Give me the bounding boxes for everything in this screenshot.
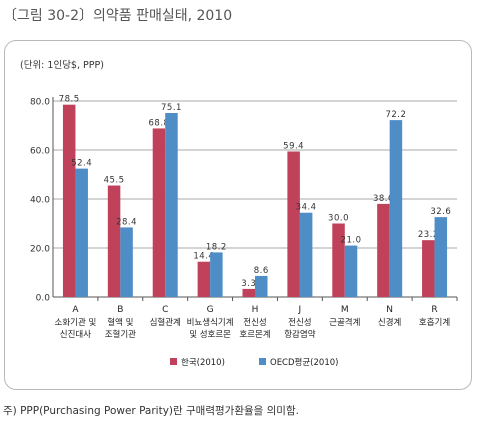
bar-korea — [62, 104, 76, 297]
x-category-label: 및 성호르몬 — [189, 329, 231, 340]
data-label: 78.5 — [59, 95, 80, 105]
bar-oecd — [389, 120, 403, 297]
bar-oecd — [434, 217, 448, 297]
bar-korea — [332, 223, 345, 297]
bar-korea — [242, 288, 255, 297]
data-label: 45.5 — [104, 176, 125, 186]
chart-panel: (단위: 1인당$, PPP) 0.0 20.0 40.0 60.0 80.0 78.5 5… — [4, 40, 472, 390]
figure-title: 〔그림 30-2〕의약품 판매실태, 2010 — [3, 8, 233, 24]
y-tick-label: 20.0 — [30, 245, 50, 255]
data-label: 21.0 — [341, 236, 362, 246]
bar-oecd — [210, 252, 223, 297]
bar-korea — [422, 240, 435, 297]
data-label: 14.4 — [193, 252, 214, 262]
bar-oecd — [120, 227, 133, 297]
bar-korea — [107, 185, 121, 297]
bar-chart: (단위: 1인당$, PPP) 0.0 20.0 40.0 60.0 80.0 78.5 5… — [20, 59, 458, 368]
y-tick-label: 60.0 — [30, 147, 50, 157]
data-label: 72.2 — [385, 110, 406, 120]
data-label: 8.6 — [254, 266, 269, 276]
legend-label: 한국(2010) — [181, 358, 225, 368]
data-label: 23.2 — [418, 230, 439, 240]
data-label: 59.4 — [283, 141, 304, 151]
data-label: 28.4 — [116, 217, 137, 227]
x-category-code: H — [252, 305, 259, 315]
x-category-label: 심혈관계 — [150, 317, 181, 328]
x-category-label: 호흡기계 — [419, 317, 450, 328]
x-category-label: 소화기관 및 — [55, 317, 97, 328]
bar-korea — [152, 128, 166, 297]
x-category-label: 근골격계 — [329, 317, 360, 328]
x-category-code: G — [207, 305, 214, 315]
x-category-code: B — [117, 305, 123, 315]
data-label: 3.3 — [241, 279, 256, 289]
bar-korea — [377, 203, 390, 297]
bar-oecd — [255, 275, 268, 297]
bar-korea — [197, 261, 211, 297]
x-category-label: 혈액 및 — [107, 317, 133, 328]
x-category-label: 조혈기관 — [105, 329, 136, 340]
bar-oecd — [299, 212, 313, 297]
bar-oecd — [344, 245, 358, 297]
data-label: 34.4 — [296, 203, 317, 213]
bar-oecd — [75, 168, 88, 297]
y-tick-label: 0.0 — [36, 294, 51, 304]
x-category-code: R — [431, 305, 437, 315]
data-label: 32.6 — [430, 207, 451, 217]
x-category-label: 신진대사 — [60, 329, 91, 340]
data-label: 18.2 — [206, 242, 227, 252]
x-category-code: A — [72, 305, 79, 315]
legend-label: OECD평균(2010) — [270, 357, 338, 368]
data-label: 68.8 — [149, 118, 170, 128]
x-category-label: 비뇨생식기계 — [187, 317, 234, 328]
bar-oecd — [165, 113, 178, 297]
x-category-code: C — [162, 305, 168, 315]
x-category-label: 항감염약 — [284, 329, 315, 340]
data-label: 75.1 — [161, 103, 182, 113]
data-label: 30.0 — [328, 214, 349, 224]
legend-swatch-korea — [170, 358, 177, 365]
x-category-code: N — [386, 305, 393, 315]
data-label: 52.4 — [71, 159, 92, 169]
bar-korea — [287, 151, 300, 297]
legend-swatch-oecd — [259, 358, 266, 365]
unit-label: (단위: 1인당$, PPP) — [20, 59, 104, 71]
x-category-label: 신경계 — [378, 317, 401, 328]
x-category-label: 전신성 — [288, 317, 311, 328]
y-tick-label: 80.0 — [30, 98, 50, 108]
footnote: 주) PPP(Purchasing Power Parity)란 구매력평가환율… — [3, 405, 299, 417]
data-label: 38.0 — [373, 194, 394, 204]
x-category-label: 전신성 — [243, 317, 266, 328]
x-category-code: J — [298, 305, 302, 315]
x-category-label: 호르몬계 — [239, 329, 270, 340]
y-tick-label: 40.0 — [30, 196, 50, 206]
x-category-code: M — [341, 305, 349, 315]
